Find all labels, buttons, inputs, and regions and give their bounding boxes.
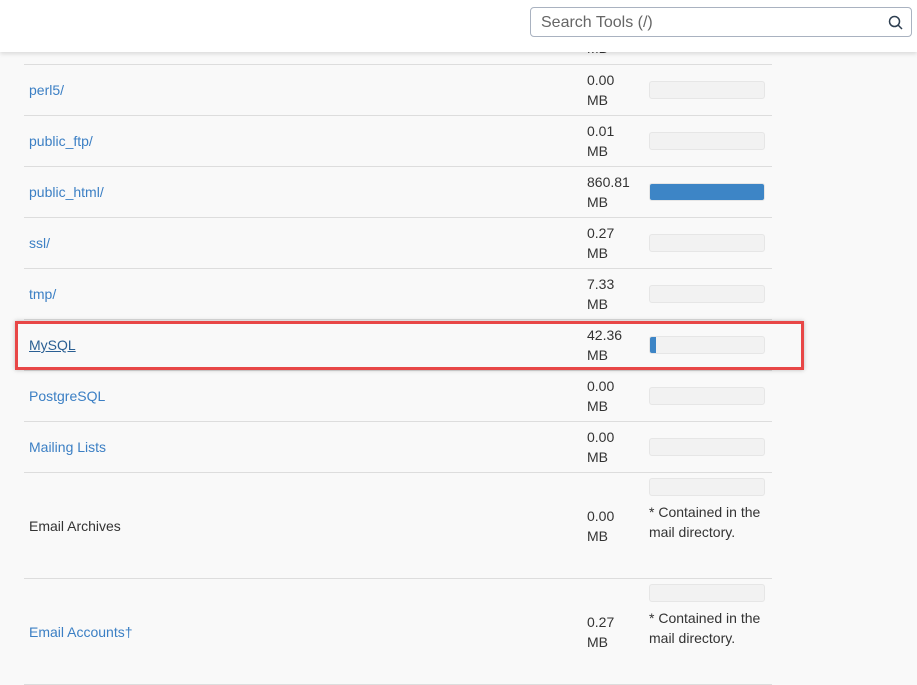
table-row: Email Archives 0.00 MB * Contained in the m… xyxy=(24,473,772,579)
size-number: 0.01 xyxy=(587,123,615,139)
row-name: Email Archives xyxy=(29,517,121,534)
size-unit: MB xyxy=(587,92,608,108)
table-row: public_html/860.81 MB xyxy=(24,167,772,218)
usage-bar-cell xyxy=(649,336,765,354)
size-unit: MB xyxy=(587,449,608,465)
size-value: 0.00 MB xyxy=(587,427,637,467)
size-number: 0.27 xyxy=(587,225,615,241)
table-row: perl5/0.00 MB xyxy=(24,65,772,116)
usage-bar-fill xyxy=(650,184,764,200)
size-number: 0.00 xyxy=(587,507,615,524)
usage-bar xyxy=(649,183,765,201)
usage-bar-cell: * Contained in the mail directory. xyxy=(649,584,765,648)
usage-bar-cell xyxy=(649,438,765,456)
row-name-link[interactable]: MySQL xyxy=(29,337,76,353)
disk-usage-table: MB perl5/0.00MBpublic_ftp/0.01MBpublic_h… xyxy=(24,14,772,685)
size-unit: MB xyxy=(587,143,608,159)
size-value: 0.00 MB xyxy=(587,70,637,110)
table-row: MySQL 42.36 MB xyxy=(24,320,772,371)
usage-bar-cell xyxy=(649,387,765,405)
usage-bar-cell xyxy=(649,81,765,99)
size-value: 0.27 MB xyxy=(587,612,637,652)
size-unit: MB xyxy=(587,633,608,650)
usage-note: * Contained in the mail directory. xyxy=(649,610,761,646)
size-number: 0.27 xyxy=(587,613,615,630)
size-value: 42.36 MB xyxy=(587,325,637,365)
size-value: 860.81 MB xyxy=(587,172,637,212)
usage-bar-cell xyxy=(649,183,765,201)
table-row: public_ftp/0.01 MB xyxy=(24,116,772,167)
size-number: 7.33 xyxy=(587,276,615,292)
table-row: Email Accounts† 0.27 MB * Contained in the … xyxy=(24,579,772,685)
usage-note: * Contained in the mail directory. xyxy=(649,504,761,540)
usage-bar-cell xyxy=(649,132,765,150)
size-unit: MB xyxy=(587,245,608,261)
size-value: 7.33 MB xyxy=(587,274,637,314)
size-unit: MB xyxy=(587,398,608,414)
usage-bar-cell xyxy=(649,234,765,252)
usage-bar-cell xyxy=(649,285,765,303)
size-value: 0.01 MB xyxy=(587,121,637,161)
size-value: 0.27 MB xyxy=(587,223,637,263)
size-number: 42.36 xyxy=(587,327,623,343)
size-number: 860.81 xyxy=(587,174,630,190)
usage-bar xyxy=(649,336,765,354)
row-name-link[interactable]: Email Accounts† xyxy=(29,623,133,640)
usage-bar-fill xyxy=(650,337,656,353)
size-unit: MB xyxy=(587,527,608,544)
usage-bar xyxy=(649,387,765,405)
size-unit: MB xyxy=(587,347,608,363)
search-input[interactable] xyxy=(539,13,873,33)
usage-bar xyxy=(649,285,765,303)
size-unit: MB xyxy=(587,194,608,210)
row-name-link[interactable]: perl5/ xyxy=(29,82,65,98)
size-value: 0.00 MB xyxy=(587,376,637,416)
row-name-link[interactable]: public_ftp/ xyxy=(29,133,93,149)
row-name-link[interactable]: PostgreSQL xyxy=(29,388,106,404)
row-name-link[interactable]: public_html/ xyxy=(29,184,104,200)
table-row: tmp/7.33 MB xyxy=(24,269,772,320)
usage-bar-cell: * Contained in the mail directory. xyxy=(649,478,765,542)
usage-bar xyxy=(649,584,765,602)
header xyxy=(0,0,917,52)
usage-bar xyxy=(649,438,765,456)
size-unit: MB xyxy=(587,296,608,312)
table-row: PostgreSQL 0.00 MB xyxy=(24,371,772,422)
size-number: 0.00 xyxy=(587,72,615,88)
usage-bar xyxy=(649,478,765,496)
size-value: 0.00 MB xyxy=(587,506,637,546)
usage-bar xyxy=(649,234,765,252)
size-number: 0.00 xyxy=(587,378,615,394)
table-row: ssl/0.27 MB xyxy=(24,218,772,269)
row-name-link[interactable]: Mailing Lists xyxy=(29,439,107,455)
size-number: 0.00 xyxy=(587,429,615,445)
search-tools-box[interactable] xyxy=(530,7,912,37)
usage-bar xyxy=(649,81,765,99)
search-icon[interactable] xyxy=(888,15,903,30)
table-row: Mailing Lists 0.00 MB xyxy=(24,422,772,473)
row-name-link[interactable]: tmp/ xyxy=(29,286,57,302)
usage-bar xyxy=(649,132,765,150)
row-name-link[interactable]: ssl/ xyxy=(29,235,50,251)
